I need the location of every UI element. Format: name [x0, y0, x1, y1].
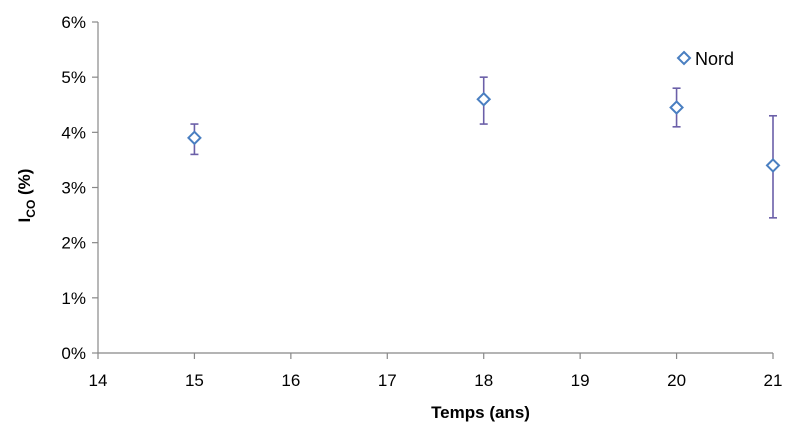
x-tick-label: 20 — [667, 371, 686, 390]
data-point-diamond — [765, 158, 781, 173]
y-tick-label: 3% — [61, 179, 86, 198]
y-tick-label: 0% — [61, 344, 86, 363]
y-tick-label: 6% — [61, 13, 86, 32]
x-axis-title: Temps (ans) — [431, 403, 530, 422]
y-tick-label: 5% — [61, 68, 86, 87]
data-point-diamond — [476, 91, 492, 107]
data-point-diamond — [187, 130, 202, 146]
y-axis-title-main: I — [15, 218, 34, 223]
axes — [97, 22, 773, 354]
y-ticks: 0% 1% 2% 3% 4% 5% 6% — [61, 13, 98, 363]
y-axis-title-suffix: (%) — [15, 169, 34, 200]
y-axis-title-subscript: CO — [24, 200, 38, 218]
y-tick-label: 1% — [61, 289, 86, 308]
x-tick-label: 17 — [378, 371, 397, 390]
y-axis-title: ICO (%) — [15, 169, 38, 223]
x-ticks: 14 15 16 17 18 19 20 21 — [89, 353, 783, 390]
data-point-diamond — [669, 100, 684, 115]
x-tick-label: 15 — [185, 371, 204, 390]
y-tick-label: 2% — [61, 234, 86, 253]
y-tick-label: 4% — [61, 123, 86, 142]
x-tick-label: 14 — [89, 371, 108, 390]
x-tick-label: 21 — [764, 371, 783, 390]
x-tick-label: 18 — [474, 371, 493, 390]
x-tick-label: 19 — [571, 371, 590, 390]
legend-label-nord: Nord — [695, 49, 734, 69]
legend: Nord — [676, 49, 734, 69]
x-tick-label: 16 — [281, 371, 300, 390]
data-points — [187, 91, 781, 173]
legend-marker-diamond-icon — [676, 50, 692, 66]
